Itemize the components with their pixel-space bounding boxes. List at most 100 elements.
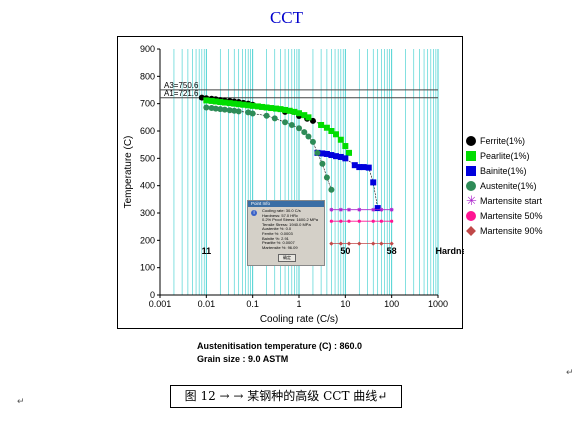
data-point: [217, 106, 224, 113]
data-point: [328, 186, 335, 193]
data-point: [305, 133, 312, 140]
data-point: [212, 98, 219, 105]
legend-label: Martensite start: [480, 196, 543, 206]
data-point: [357, 241, 362, 246]
data-point: [235, 108, 242, 115]
dialog-line: Tensile Stress: 1940.0 MPa: [262, 221, 311, 227]
data-point: [268, 105, 275, 112]
y-axis-label: Temperature (C): [123, 136, 134, 209]
legend-label: Martensite 90%: [480, 226, 543, 236]
data-point: [333, 131, 340, 138]
x-tick-label: 1: [296, 299, 301, 309]
data-point: [329, 219, 333, 223]
data-point: [286, 107, 293, 114]
data-point: [371, 241, 376, 246]
data-point: [296, 110, 302, 117]
data-point: [337, 136, 344, 143]
data-point: [249, 102, 256, 109]
legend-label: Pearlite(1%): [480, 151, 530, 161]
grain-size-note: Grain size : 9.0 ASTM: [197, 354, 289, 364]
data-point: [282, 119, 289, 126]
dialog-line: 0.2% Proof Stress: 1600.2 MPa: [262, 217, 319, 223]
dialog-line: Austenite %: 0.0: [262, 226, 292, 232]
data-point: [379, 207, 384, 212]
y-tick-label: 600: [140, 126, 155, 136]
reference-line-label: A3=750.6: [164, 81, 199, 90]
data-point: [226, 100, 233, 107]
data-point: [305, 114, 312, 121]
legend: Ferrite(1%) Pearlite(1%) Bainite(1%) Aus…: [466, 134, 543, 239]
x-tick-label: 0.01: [198, 299, 216, 309]
dialog-line: Martensite %: 96.09: [262, 244, 298, 250]
chart-frame: 0 100 200 300 400 500 600 700 800 900 0.001 0.01 0.1…: [117, 36, 464, 329]
legend-swatch: [466, 181, 476, 191]
data-point: [231, 107, 238, 114]
data-point: [365, 164, 372, 171]
data-point: [212, 105, 219, 112]
data-point: [346, 241, 352, 246]
data-point: [240, 101, 247, 108]
legend-swatch: [466, 166, 476, 176]
data-point: [221, 99, 228, 106]
data-point: [333, 153, 340, 160]
figure-caption: 图 12 → → 某钢种的高级 CCT 曲线↵: [170, 385, 402, 408]
dialog-line: Cooling rate: 30.0 C/s: [262, 208, 301, 213]
legend-swatch: [466, 211, 476, 221]
data-point: [323, 174, 330, 181]
data-point: [342, 155, 349, 162]
data-point: [371, 219, 375, 223]
chart-title: CCT: [269, 8, 304, 27]
hardness-value: 11: [202, 246, 212, 256]
y-tick-label: 400: [140, 181, 155, 191]
data-point: [273, 105, 280, 112]
data-point: [370, 179, 377, 186]
data-point: [351, 162, 358, 169]
data-point: [347, 219, 351, 223]
y-tick-label: 800: [140, 71, 155, 81]
point-info-dialog[interactable]: Point Info i Cooling rate: 30.0 C/s Hard…: [247, 200, 325, 266]
paragraph-mark: ↵: [566, 367, 573, 377]
data-point: [231, 100, 238, 107]
x-tick-label: 0.001: [149, 299, 172, 309]
x-axis-label: Cooling rate (C/s): [260, 314, 338, 325]
data-point: [291, 108, 298, 115]
data-point: [249, 110, 256, 117]
y-tick-label: 200: [140, 235, 155, 245]
data-point: [390, 219, 394, 223]
data-point: [309, 138, 316, 145]
legend-label: Martensite 50%: [480, 211, 543, 221]
dialog-line: Hardness: 57.0 HRc: [262, 212, 299, 218]
data-point: [379, 219, 383, 223]
data-point: [337, 153, 344, 160]
data-point: [282, 106, 289, 113]
data-point: [357, 219, 361, 223]
data-point: [360, 164, 367, 171]
x-tick-label: 100: [384, 299, 399, 309]
data-point: [329, 241, 334, 246]
data-point: [379, 241, 384, 246]
data-point: [254, 103, 261, 110]
data-point: [323, 124, 330, 131]
data-point: [318, 121, 325, 128]
data-point: [301, 129, 308, 136]
data-point: [263, 104, 270, 111]
y-tick-label: 700: [140, 99, 155, 109]
legend-swatch: [466, 136, 476, 146]
x-tick-label: 10: [340, 299, 350, 309]
hardness-value: 50: [340, 246, 350, 256]
data-point: [245, 109, 252, 116]
data-point: [319, 150, 326, 157]
data-point: [346, 149, 353, 156]
data-point: [339, 219, 343, 223]
data-point: [338, 241, 343, 246]
data-point: [328, 128, 335, 134]
dialog-title[interactable]: Point Info: [248, 201, 324, 207]
data-point: [342, 143, 349, 150]
y-tick-label: 100: [140, 263, 155, 273]
data-point: [296, 125, 302, 132]
data-point: [329, 207, 334, 212]
legend-swatch: [466, 151, 476, 161]
data-point: [371, 207, 376, 212]
process-notes: Austenitisation temperature (C) : 860.0 …: [197, 340, 362, 366]
ok-button[interactable]: 确定: [278, 254, 296, 262]
